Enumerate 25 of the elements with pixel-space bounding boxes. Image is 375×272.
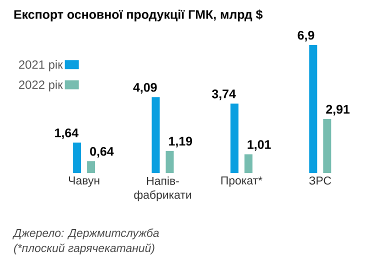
legend-label: 2021 рік (18, 60, 63, 72)
x-tick-label: ЗРС (309, 176, 332, 185)
bar (152, 97, 160, 173)
legend-label: 2022 рік (18, 80, 63, 92)
x-tick-label: Прокат* (221, 176, 262, 187)
data-label: 1,64 (55, 128, 78, 140)
x-tick-label: Чавун (68, 176, 100, 187)
data-label: 0,64 (90, 146, 114, 158)
bar (309, 45, 318, 173)
data-label: 6,9 (298, 30, 314, 42)
bar (73, 142, 82, 173)
chart-title: Експорт основної продукції ГМК, млрд $ (14, 10, 263, 22)
data-label: 1,01 (248, 140, 271, 151)
data-label: 3,74 (212, 89, 236, 100)
data-label: 2,91 (326, 104, 350, 116)
data-label: 1,19 (169, 136, 192, 148)
bar (244, 154, 252, 173)
text: (*плоский гарячекатаний) (14, 244, 154, 254)
bar (166, 150, 174, 173)
bar (230, 104, 238, 173)
text: Джерело: Держмитслужба (12, 228, 159, 240)
bar (87, 161, 96, 173)
data-label: 4,09 (133, 82, 157, 94)
bar (323, 119, 332, 173)
x-tick-label: Напів-фабрикати (134, 176, 192, 202)
